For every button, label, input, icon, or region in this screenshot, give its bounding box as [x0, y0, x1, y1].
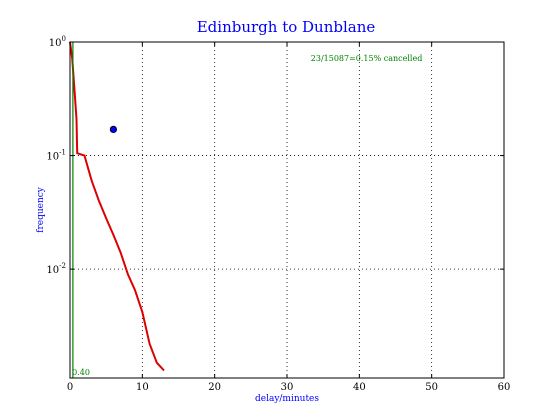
x-tick-label: 60 [498, 382, 511, 393]
x-tick-label: 50 [425, 382, 438, 393]
grid [70, 42, 504, 378]
y-tick-label: 10-1 [46, 149, 66, 163]
data-point [109, 125, 118, 133]
x-tick-label: 0 [67, 382, 73, 393]
series-layer [69, 41, 165, 378]
annotation: 0.40 [72, 368, 90, 377]
ticks: 0 10 20 30 40 50 60 10-2 10-1 100 23/15087=0.15% c… [46, 35, 510, 393]
chart-title: Edinburgh to Dunblane [197, 18, 376, 36]
x-tick-label: 20 [208, 382, 221, 393]
y-axis-label: frequency [36, 186, 46, 233]
x-tick-label: 10 [136, 382, 149, 393]
annotation: 23/15087=0.15% cancelled [311, 54, 423, 63]
y-tick-label: 100 [49, 35, 66, 49]
x-tick-label: 30 [281, 382, 294, 393]
x-axis-label: delay/minutes [255, 394, 319, 404]
series-line [69, 41, 165, 372]
y-tick-label: 10-2 [46, 262, 66, 276]
x-tick-label: 40 [353, 382, 366, 393]
